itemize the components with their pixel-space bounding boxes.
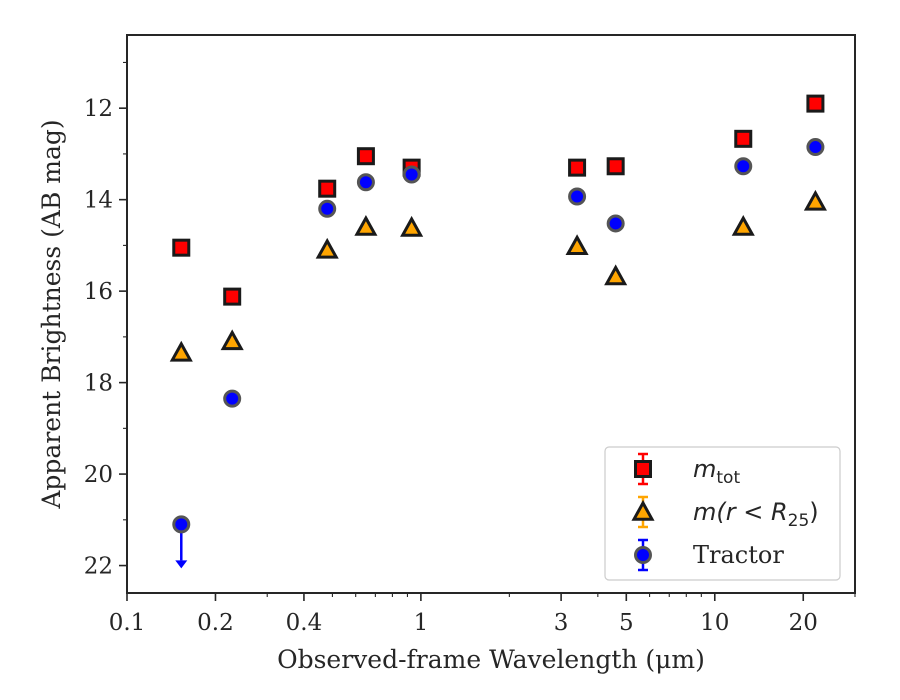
data-point: [356, 173, 375, 192]
data-point: [606, 214, 625, 233]
data-point: [318, 199, 337, 218]
x-tick-label: 10: [700, 610, 729, 636]
data-point: [223, 287, 242, 306]
y-tick-label: 18: [84, 371, 113, 397]
legend-label: m(r < R25): [693, 498, 819, 531]
data-point: [568, 158, 587, 177]
data-point: [604, 264, 628, 286]
data-point: [806, 138, 825, 157]
data-point: [354, 215, 378, 236]
data-point: [734, 157, 753, 176]
legend-marker: [631, 499, 655, 521]
x-tick-label: 1: [414, 610, 429, 636]
data-point: [606, 157, 625, 176]
data-point: [172, 515, 191, 534]
legend-label: Tractor: [693, 541, 784, 569]
data-point: [315, 237, 339, 259]
x-tick-label: 0.2: [197, 610, 234, 636]
y-tick-label: 22: [84, 554, 113, 580]
legend: mtot m(r < R25) Tractor: [604, 446, 841, 581]
x-tick-label: 20: [789, 610, 818, 636]
legend-marker: [634, 546, 652, 564]
series-triangle: [169, 189, 827, 362]
x-axis-title: Observed-frame Wavelength (μm): [277, 645, 705, 674]
data-point: [568, 187, 587, 206]
legend-box: [604, 446, 841, 581]
data-point: [356, 147, 375, 166]
major-ticks: [119, 107, 805, 601]
data-point: [803, 189, 827, 211]
data-point: [318, 179, 337, 198]
plot-frame: [126, 34, 856, 594]
data-point: [734, 129, 753, 148]
x-tick-label: 3: [554, 610, 569, 636]
data-point: [402, 165, 421, 184]
data-point: [400, 215, 424, 237]
data-point: [172, 238, 191, 257]
legend-marker: [634, 460, 652, 478]
y-tick-label: 16: [84, 279, 113, 305]
legend-label: mtot: [693, 455, 740, 488]
x-tick-labels: 0.1 0.2 0.4 1 3 5 10 20: [109, 610, 818, 636]
data-point: [565, 234, 589, 256]
x-tick-label: 0.4: [286, 610, 323, 636]
y-tick-labels: 12 14 16 18 20 22: [84, 96, 113, 579]
y-axis-title: Apparent Brightness (AB mag): [37, 119, 66, 509]
data-point: [220, 329, 244, 351]
data-point: [169, 340, 193, 362]
data-point: [806, 94, 825, 113]
upper-limit-arrowhead: [175, 560, 188, 569]
x-tick-label: 0.1: [109, 610, 146, 636]
data-point: [223, 389, 242, 408]
x-tick-label: 5: [619, 610, 634, 636]
data-marks: [169, 94, 827, 569]
data-point: [731, 215, 755, 236]
y-tick-label: 14: [84, 188, 113, 214]
y-tick-label: 20: [84, 462, 113, 488]
y-tick-label: 12: [84, 96, 113, 122]
series-circle: [172, 138, 825, 569]
